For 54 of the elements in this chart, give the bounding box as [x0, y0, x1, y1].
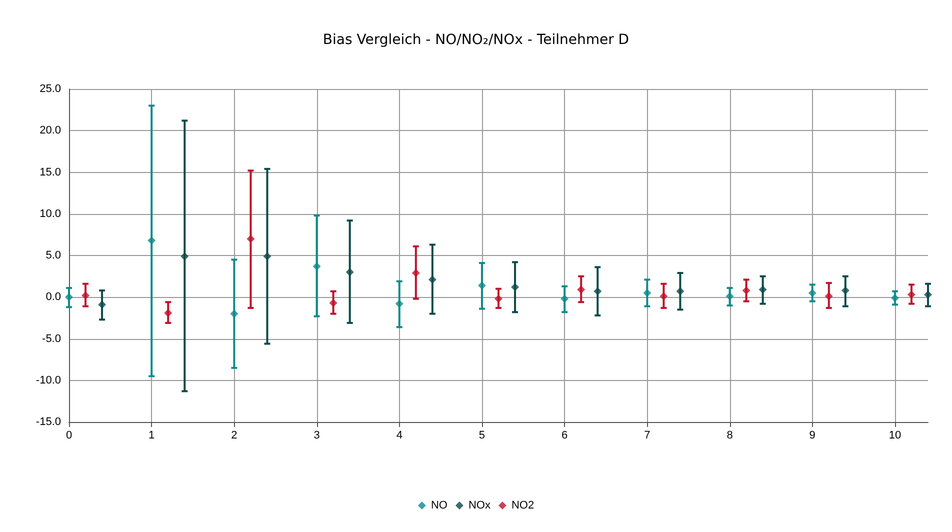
- chart-title: Bias Vergleich - NO/NO₂/NOx - Teilnehmer D: [322, 32, 630, 48]
- x-tick-label: 0: [66, 430, 72, 442]
- point: [246, 234, 255, 243]
- x-tick-label: 6: [562, 430, 568, 442]
- point: [726, 292, 734, 300]
- point: [164, 308, 172, 317]
- point: [329, 298, 338, 307]
- y-tick-label: -15.0: [36, 416, 61, 428]
- point: [676, 287, 684, 296]
- point: [560, 294, 569, 303]
- x-tick-label: 10: [888, 430, 902, 442]
- y-tick-label: 5.0: [46, 250, 61, 262]
- point: [643, 288, 652, 297]
- point: [594, 287, 602, 296]
- point: [758, 286, 767, 294]
- point: [824, 292, 833, 300]
- y-tick-label: 15.0: [40, 166, 61, 178]
- point: [660, 292, 668, 300]
- point: [742, 286, 750, 294]
- point: [428, 276, 436, 284]
- point: [230, 310, 238, 318]
- x-tick-label: 9: [809, 430, 816, 442]
- point: [98, 300, 106, 309]
- x-tick-label: 1: [148, 430, 155, 442]
- y-tick-label: -5.0: [42, 332, 61, 345]
- x-tick-label: 5: [478, 430, 486, 442]
- point: [148, 236, 156, 245]
- point: [494, 294, 502, 303]
- point: [577, 286, 586, 294]
- y-tick-label: 25.0: [40, 83, 61, 95]
- point: [907, 290, 916, 299]
- legend-label: NO2: [511, 500, 534, 512]
- point: [346, 268, 354, 276]
- legend-label: NOx: [468, 500, 491, 512]
- y-tick-label: -10.0: [36, 374, 61, 386]
- point: [841, 286, 850, 294]
- x-tick-label: 7: [644, 430, 650, 442]
- point: [808, 288, 816, 297]
- x-tick-label: 2: [231, 430, 238, 442]
- x-tick-label: 8: [726, 430, 733, 442]
- legend-label: NO: [430, 500, 448, 512]
- y-tick-label: 20.0: [40, 124, 61, 137]
- point: [180, 252, 189, 260]
- x-tick-label: 3: [314, 430, 320, 442]
- point: [263, 252, 272, 260]
- point: [395, 300, 404, 308]
- point: [65, 293, 73, 302]
- y-tick-label: 0.0: [46, 291, 61, 304]
- point: [924, 290, 932, 299]
- point: [312, 262, 321, 270]
- x-tick-label: 4: [396, 430, 402, 442]
- point: [412, 268, 420, 277]
- point: [511, 283, 520, 292]
- y-tick-label: 10.0: [40, 208, 61, 220]
